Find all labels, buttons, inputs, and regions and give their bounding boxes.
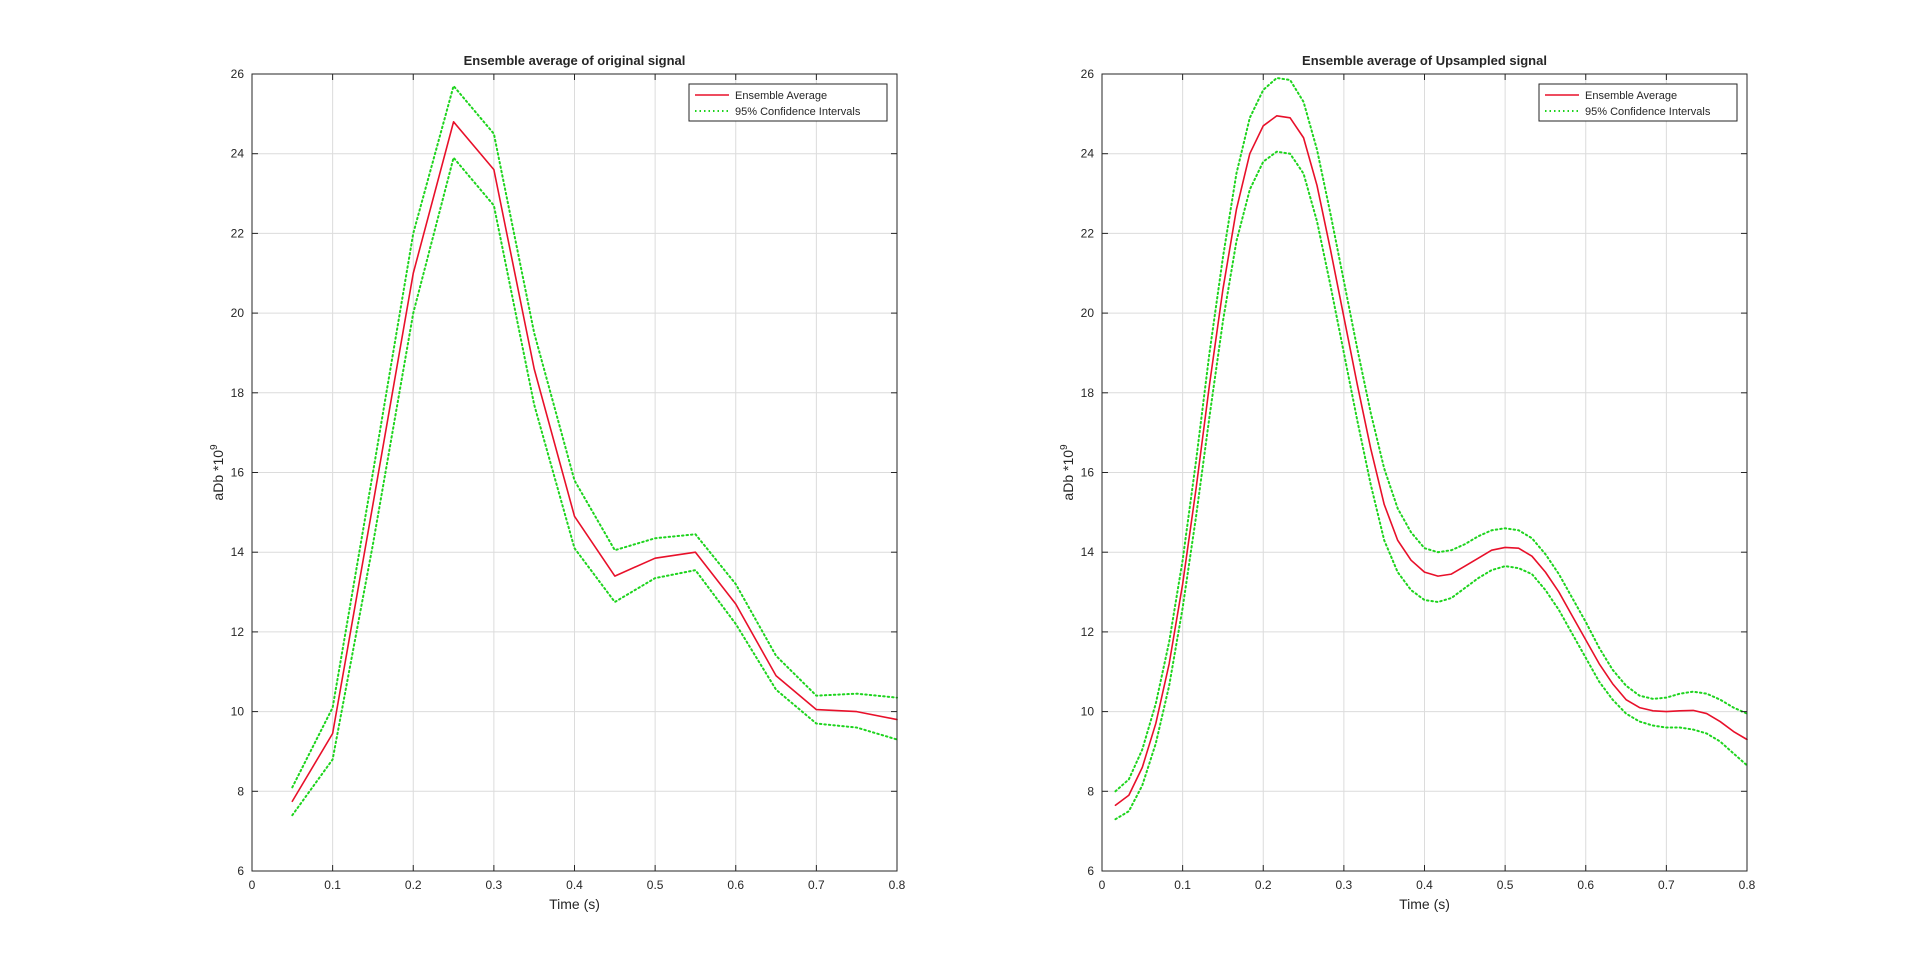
x-axis-label: Time (s) bbox=[549, 896, 600, 912]
y-tick-label: 24 bbox=[231, 147, 245, 161]
y-tick-label: 6 bbox=[1087, 864, 1094, 878]
series-ci-upper bbox=[291, 84, 898, 789]
x-tick-label: 0.7 bbox=[808, 878, 825, 892]
legend-label: 95% Confidence Intervals bbox=[1585, 106, 1711, 118]
y-tick-label: 12 bbox=[231, 625, 245, 639]
y-tick-label: 26 bbox=[231, 67, 245, 81]
y-tick-label: 6 bbox=[237, 864, 244, 878]
legend-box bbox=[688, 83, 888, 122]
chart-title: Ensemble average of Upsampled signal bbox=[1302, 53, 1547, 68]
x-tick-label: 0 bbox=[1099, 878, 1106, 892]
chart-title: Ensemble average of original signal bbox=[464, 53, 686, 68]
y-tick-label: 18 bbox=[231, 386, 245, 400]
x-tick-label: 0.5 bbox=[1497, 878, 1514, 892]
x-tick-label: 0.8 bbox=[889, 878, 906, 892]
y-tick-label: 20 bbox=[231, 306, 245, 320]
y-tick-label: 22 bbox=[1081, 226, 1095, 240]
x-tick-label: 0.4 bbox=[566, 878, 583, 892]
y-tick-label: 14 bbox=[1081, 545, 1095, 559]
y-axis-label: aDb *109 bbox=[209, 444, 226, 501]
y-tick-label: 18 bbox=[1081, 386, 1095, 400]
y-tick-label: 8 bbox=[1087, 784, 1094, 798]
legend-box bbox=[1538, 83, 1738, 122]
legend-label: Ensemble Average bbox=[735, 90, 827, 102]
x-axis-label: Time (s) bbox=[1399, 896, 1450, 912]
y-tick-label: 10 bbox=[231, 705, 245, 719]
x-tick-label: 0.3 bbox=[486, 878, 503, 892]
legend-label: 95% Confidence Intervals bbox=[735, 106, 861, 118]
legend: Ensemble Average 95% Confidence Intervals bbox=[688, 83, 888, 122]
x-tick-label: 0.2 bbox=[405, 878, 422, 892]
legend-label: Ensemble Average bbox=[1585, 90, 1677, 102]
y-axis-label: aDb *109 bbox=[1059, 444, 1076, 501]
y-tick-label: 22 bbox=[231, 226, 245, 240]
y-tick-label: 12 bbox=[1081, 625, 1095, 639]
x-tick-label: 0.1 bbox=[324, 878, 341, 892]
x-tick-label: 0.6 bbox=[727, 878, 744, 892]
x-tick-label: 0.7 bbox=[1658, 878, 1675, 892]
y-axis-label-exponent: 9 bbox=[209, 444, 220, 450]
x-tick-label: 0 bbox=[249, 878, 256, 892]
y-tick-label: 8 bbox=[237, 784, 244, 798]
x-tick-label: 0.5 bbox=[647, 878, 664, 892]
y-tick-label: 10 bbox=[1081, 705, 1095, 719]
grid-lines bbox=[1102, 74, 1747, 871]
x-tick-label: 0.4 bbox=[1416, 878, 1433, 892]
chart-panel-2: 0 0.1 0.2 0.3 0.4 0.5 0.6 0.7 0.8 6 8 10 12 14 16 18 20 2… bbox=[1059, 53, 1756, 912]
series-ci-lower bbox=[291, 156, 898, 817]
series-ensemble-average bbox=[291, 121, 898, 803]
y-tick-label: 16 bbox=[1081, 466, 1095, 480]
x-tick-label: 0.3 bbox=[1336, 878, 1353, 892]
y-axis-label-base: aDb *10 bbox=[210, 450, 226, 501]
y-axis-label-exponent: 9 bbox=[1059, 444, 1070, 450]
chart-panel-1: 0 0.1 0.2 0.3 0.4 0.5 0.6 0.7 0.8 6 8 10 12 14 16 18 20 2… bbox=[209, 53, 906, 912]
series-ci-lower bbox=[1114, 150, 1748, 821]
x-tick-label: 0.8 bbox=[1739, 878, 1756, 892]
legend: Ensemble Average 95% Confidence Intervals bbox=[1538, 83, 1738, 122]
y-tick-label: 20 bbox=[1081, 306, 1095, 320]
x-tick-label: 0.6 bbox=[1577, 878, 1594, 892]
x-tick-label: 0.2 bbox=[1255, 878, 1272, 892]
x-tick-label: 0.1 bbox=[1174, 878, 1191, 892]
y-axis-label-base: aDb *10 bbox=[1060, 450, 1076, 501]
series-ci-upper bbox=[1114, 76, 1748, 793]
y-tick-label: 24 bbox=[1081, 147, 1095, 161]
y-tick-label: 14 bbox=[231, 545, 245, 559]
y-tick-label: 26 bbox=[1081, 67, 1095, 81]
series-ensemble-average bbox=[1114, 115, 1748, 807]
y-tick-label: 16 bbox=[231, 466, 245, 480]
